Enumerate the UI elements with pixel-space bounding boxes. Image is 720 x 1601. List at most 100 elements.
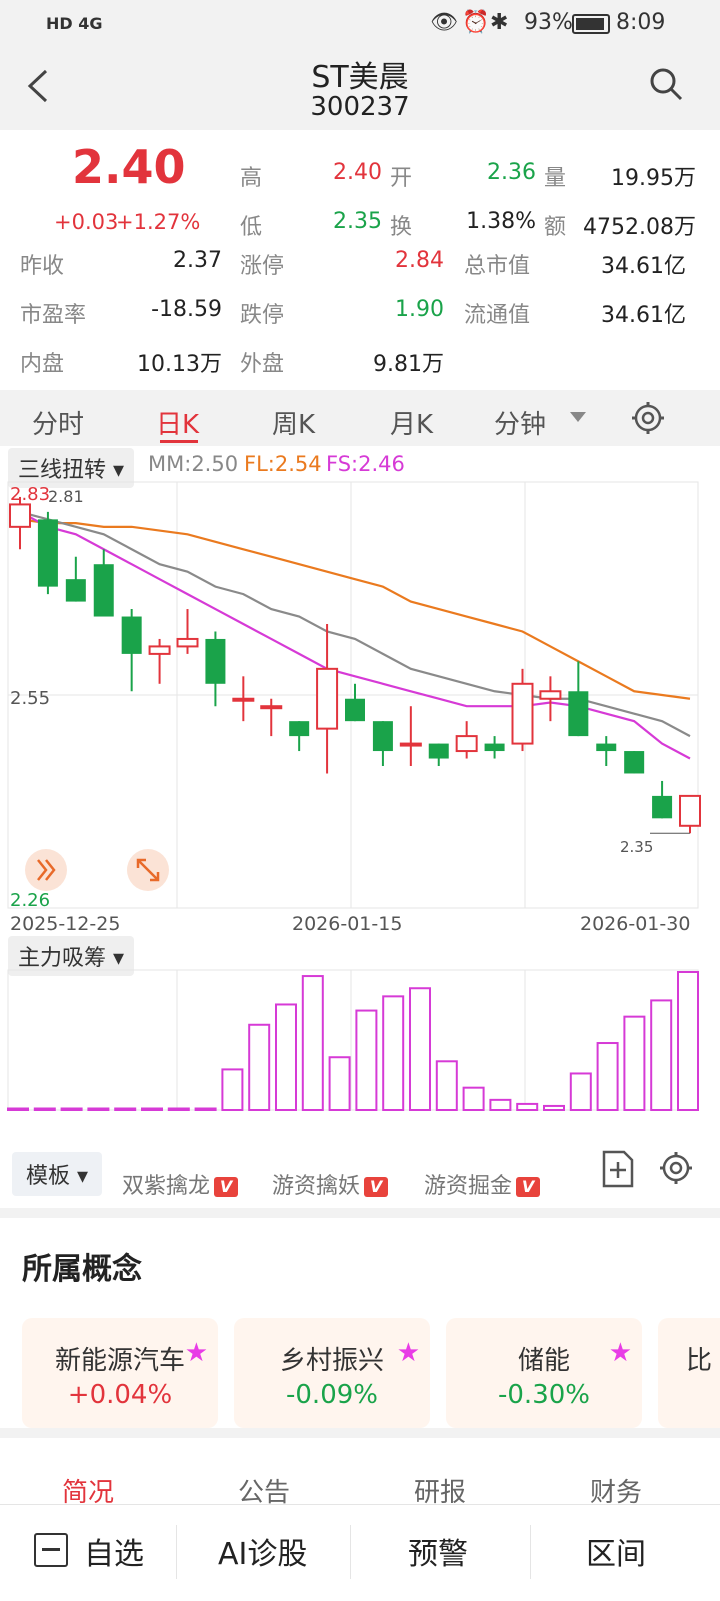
fs-value: FS:2.46	[326, 452, 405, 476]
sub-bar	[355, 1009, 378, 1111]
network-icons: HD 4G	[46, 14, 103, 33]
sub-bar	[167, 1107, 190, 1111]
sub-indicator-chart	[7, 969, 699, 1112]
bluetooth-icon: ✱	[490, 10, 509, 35]
range-button[interactable]: 区间	[586, 1537, 646, 1572]
period-tabs: 分时 日K 周K 月K 分钟	[0, 390, 720, 446]
nav-separator	[176, 1525, 177, 1579]
candle-body	[568, 691, 589, 737]
strategy-3[interactable]: 游资掘金 V	[424, 1168, 541, 1200]
ai-diagnosis-button[interactable]: AI诊股	[218, 1537, 308, 1572]
nav-separator	[350, 1525, 351, 1579]
sub-bar	[87, 1107, 110, 1111]
open-value: 2.36	[487, 160, 536, 185]
candle-body	[345, 698, 365, 722]
limit-up-label: 涨停	[240, 254, 285, 279]
mktcap-value: 34.61亿	[601, 254, 686, 279]
sub-bar	[328, 1056, 351, 1111]
pe-label: 市盈率	[20, 303, 87, 328]
sub-bar	[33, 1107, 56, 1111]
outer-label: 外盘	[240, 352, 285, 377]
search-icon[interactable]	[648, 66, 684, 102]
candle-body	[679, 794, 701, 827]
strategy-1[interactable]: 双紫擒龙 V	[122, 1168, 239, 1200]
alert-button[interactable]: 预警	[408, 1537, 468, 1572]
fl-line	[19, 518, 691, 700]
sub-bar	[248, 1023, 271, 1111]
price-change-pct: +1.27%	[116, 210, 201, 234]
indicator-selector[interactable]: 三线扭转 ▾	[8, 448, 135, 488]
concept-card[interactable]: 储能 ★ -0.30%	[446, 1318, 642, 1428]
candle-body	[596, 743, 617, 752]
tab-profile[interactable]: 简况	[62, 1478, 115, 1508]
tab-minute[interactable]: 分钟	[494, 410, 547, 440]
date-end-label: 2026-01-30	[580, 913, 690, 935]
low-label: 低	[240, 215, 263, 240]
limit-up-value: 2.84	[395, 248, 444, 273]
strategy-2[interactable]: 游资擒妖 V	[272, 1168, 389, 1200]
volume-value: 19.95万	[611, 166, 696, 191]
tab-intraday[interactable]: 分时	[32, 410, 85, 440]
tab-monthly-k[interactable]: 月K	[390, 410, 434, 440]
sub-bar	[569, 1072, 592, 1111]
concept-card[interactable]: 新能源汽车 ★ +0.04%	[22, 1318, 218, 1428]
tab-finance[interactable]: 财务	[590, 1478, 643, 1508]
sub-bar	[623, 1015, 646, 1112]
sub-bar	[543, 1104, 565, 1112]
concept-change: +0.04%	[67, 1380, 173, 1410]
chart-settings-icon[interactable]	[630, 400, 666, 436]
concept-change: -0.30%	[498, 1380, 590, 1410]
section-divider	[0, 1428, 720, 1438]
expand-left-button[interactable]	[25, 849, 67, 891]
turnover-value: 1.38%	[466, 209, 536, 234]
amount-value: 4752.08万	[583, 215, 696, 240]
candlestick-chart[interactable]: 2.83 2.81 2.55 2.26 2.35 2025-12-25 2026…	[0, 446, 720, 966]
high-value: 2.40	[333, 160, 382, 185]
add-template-icon[interactable]	[600, 1150, 636, 1188]
limit-down-label: 跌停	[240, 303, 285, 328]
minute-dropdown-icon[interactable]	[570, 412, 586, 422]
active-tab-underline	[160, 440, 198, 443]
concept-card[interactable]: 乡村振兴 ★ -0.09%	[234, 1318, 430, 1428]
tab-announcement[interactable]: 公告	[238, 1478, 291, 1508]
eye-icon: 👁	[430, 10, 458, 35]
candle-body	[121, 616, 142, 654]
inner-label: 内盘	[20, 352, 65, 377]
candle-body	[624, 751, 645, 774]
sub-indicator-selector[interactable]: 主力吸筹 ▾	[8, 936, 135, 976]
template-selector[interactable]: 模板 ▾	[12, 1152, 103, 1196]
fullscreen-button[interactable]	[127, 849, 169, 891]
candle-body	[176, 637, 199, 648]
candle-body	[65, 579, 86, 602]
concept-name: 乡村振兴	[279, 1346, 384, 1376]
prev-close-value: 2.37	[173, 248, 222, 273]
stock-header: ST美晨 300237	[0, 46, 720, 130]
volume-label: 量	[544, 166, 567, 191]
candle-body	[205, 638, 226, 684]
sub-bar	[435, 1060, 458, 1112]
candle-body	[316, 667, 339, 730]
back-arrow-icon[interactable]	[24, 68, 50, 104]
template-settings-icon[interactable]	[658, 1150, 694, 1186]
turnover-label: 换	[390, 215, 413, 240]
sub-bar	[382, 995, 405, 1111]
sub-bar	[114, 1107, 137, 1111]
candle-body	[511, 682, 534, 745]
vip-badge-icon: V	[214, 1177, 239, 1197]
concept-name: 储能	[517, 1346, 570, 1376]
candle-body	[37, 519, 58, 587]
candle-body	[399, 742, 422, 747]
sub-bar	[462, 1086, 485, 1111]
tab-daily-k[interactable]: 日K	[156, 410, 200, 440]
price-top-label: 2.83	[10, 484, 50, 505]
candle-body	[652, 795, 673, 819]
tab-weekly-k[interactable]: 周K	[272, 410, 316, 440]
high-label: 高	[240, 166, 263, 191]
sub-bar	[275, 1003, 297, 1111]
watchlist-button[interactable]: 自选	[34, 1529, 144, 1573]
sub-bar	[516, 1102, 539, 1111]
sub-bar	[650, 999, 673, 1111]
candle-body	[148, 645, 171, 655]
tab-research[interactable]: 研报	[414, 1478, 467, 1508]
concept-card[interactable]: 比	[658, 1318, 720, 1428]
